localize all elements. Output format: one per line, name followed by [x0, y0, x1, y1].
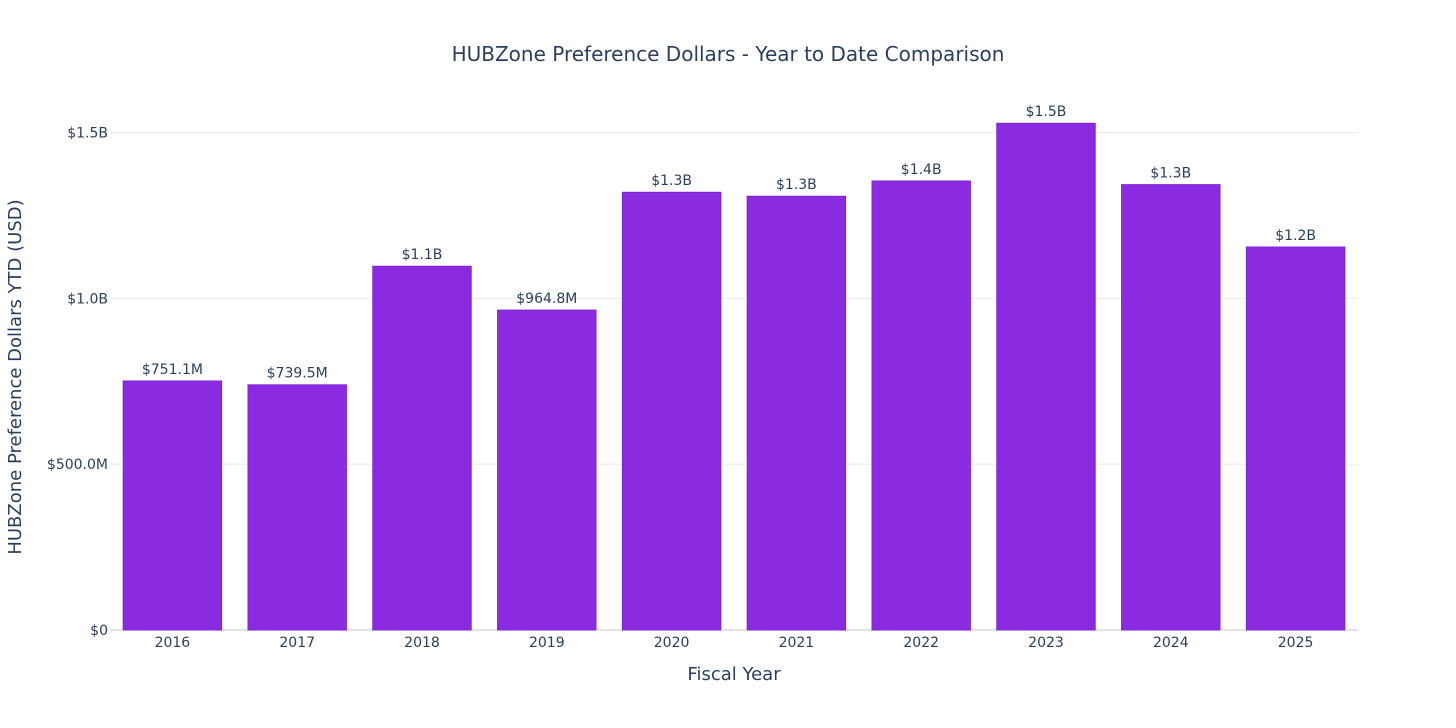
bar-value-label: $1.3B — [776, 177, 817, 193]
x-axis-title: Fiscal Year — [687, 664, 781, 685]
y-axis-ticks: $0 $500.0M $1.0B $1.5B — [47, 125, 108, 639]
bars — [122, 122, 1346, 631]
bar — [871, 180, 971, 631]
bar — [1121, 184, 1221, 631]
x-tick-label: 2023 — [1028, 635, 1064, 651]
y-tick-label: $0 — [90, 623, 108, 639]
bar-value-label: $1.2B — [1275, 228, 1316, 244]
bar-value-label: $1.4B — [901, 162, 942, 178]
bar-value-label: $964.8M — [516, 291, 577, 307]
x-tick-label: 2025 — [1278, 635, 1314, 651]
bar — [122, 380, 223, 631]
x-tick-label: 2016 — [155, 635, 191, 651]
x-tick-label: 2018 — [404, 635, 440, 651]
x-tick-label: 2019 — [529, 635, 565, 651]
y-tick-label: $500.0M — [47, 457, 108, 473]
y-axis-title: HUBZone Preference Dollars YTD (USD) — [5, 199, 26, 554]
x-tick-label: 2021 — [779, 635, 815, 651]
x-tick-label: 2024 — [1153, 635, 1189, 651]
x-axis-ticks: 2016 2017 2018 2019 2020 2021 2022 2023 2024 2025 — [155, 635, 1314, 651]
bar — [372, 265, 472, 631]
x-tick-label: 2020 — [654, 635, 690, 651]
bar-value-label: $1.3B — [651, 173, 692, 189]
bar-value-labels: $751.1M $739.5M $1.1B $964.8M $1.3B $1.3B $1.4… — [142, 104, 1316, 382]
bar — [746, 195, 847, 631]
bar — [247, 384, 347, 631]
y-tick-label: $1.0B — [67, 291, 108, 307]
bar-value-label: $1.1B — [402, 247, 443, 263]
y-tick-label: $1.5B — [67, 125, 108, 141]
bar — [621, 191, 722, 631]
bar-value-label: $1.3B — [1150, 166, 1191, 182]
bar — [497, 309, 597, 631]
bar — [1245, 246, 1346, 631]
chart-title: HUBZone Preference Dollars - Year to Dat… — [452, 42, 1005, 66]
bar-value-label: $1.5B — [1026, 104, 1067, 120]
bar — [996, 122, 1096, 631]
bar-value-label: $739.5M — [267, 366, 328, 382]
bar-value-label: $751.1M — [142, 362, 203, 378]
x-tick-label: 2022 — [903, 635, 939, 651]
x-tick-label: 2017 — [279, 635, 315, 651]
